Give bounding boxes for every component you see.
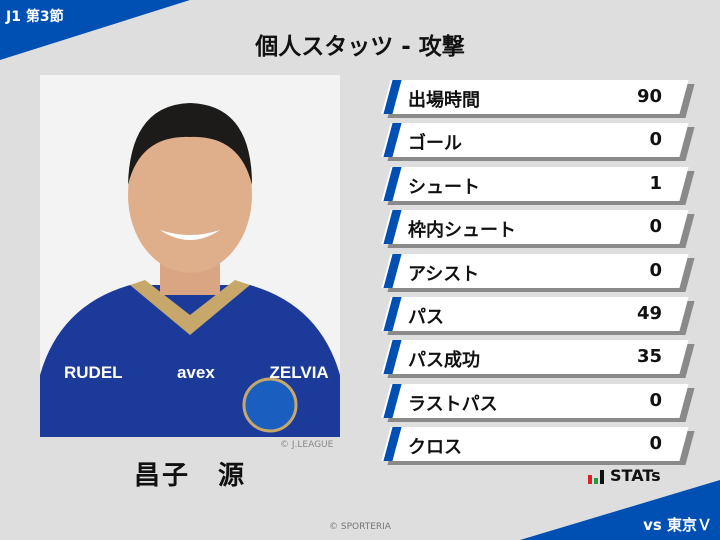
corner-banner-bottom-right bbox=[520, 480, 720, 540]
stat-value: 0 bbox=[649, 129, 662, 151]
round-label: J1 第3節 bbox=[6, 9, 64, 25]
stat-value: 0 bbox=[649, 259, 662, 281]
stat-label: シュート bbox=[408, 176, 480, 198]
stat-row: パス 49 bbox=[381, 297, 695, 335]
stat-row: 枠内シュート 0 bbox=[381, 210, 695, 249]
stat-label: アシスト bbox=[408, 263, 480, 285]
stat-label: 枠内シュート bbox=[408, 220, 516, 242]
corner-banner-top-left bbox=[0, 0, 190, 60]
logo-bar-red bbox=[588, 475, 592, 484]
stat-row: パス成功 35 bbox=[381, 340, 695, 379]
logo-bar-black bbox=[600, 470, 604, 484]
photo-credit: © J.LEAGUE bbox=[280, 440, 334, 450]
stat-label: ゴール bbox=[408, 133, 462, 155]
stat-row: アシスト 0 bbox=[381, 253, 695, 292]
kit-sponsor-text: RUDEL avex ZELVIA bbox=[64, 363, 329, 382]
stat-value: 49 bbox=[636, 303, 662, 324]
logo-text: STATs bbox=[610, 466, 661, 485]
stat-row: クロス 0 bbox=[381, 427, 695, 466]
stat-value: 1 bbox=[649, 172, 662, 194]
stat-label: パス成功 bbox=[408, 350, 480, 372]
stat-row: 出場時間 90 bbox=[381, 80, 695, 118]
stat-value: 35 bbox=[636, 346, 662, 368]
stat-row: シュート 1 bbox=[381, 166, 695, 205]
stat-label: ラストパス bbox=[408, 393, 498, 415]
stat-label: 出場時間 bbox=[408, 90, 480, 111]
stat-value: 0 bbox=[649, 433, 662, 455]
stat-label: パス bbox=[408, 307, 444, 328]
stat-value: 90 bbox=[636, 86, 662, 107]
player-name: 昌子 源 bbox=[133, 461, 246, 491]
player-photo: RUDEL avex ZELVIA bbox=[40, 75, 340, 437]
page-title: 個人スタッツ - 攻撃 bbox=[255, 34, 465, 60]
stat-row: ラストパス 0 bbox=[381, 383, 695, 422]
copyright: © SPORTERIA bbox=[329, 522, 391, 532]
stat-label: クロス bbox=[408, 437, 462, 459]
stat-value: 0 bbox=[649, 216, 662, 238]
stat-row: ゴール 0 bbox=[381, 123, 695, 162]
opponent-label: vs 東京Ｖ bbox=[643, 516, 712, 534]
stat-value: 0 bbox=[649, 389, 662, 411]
